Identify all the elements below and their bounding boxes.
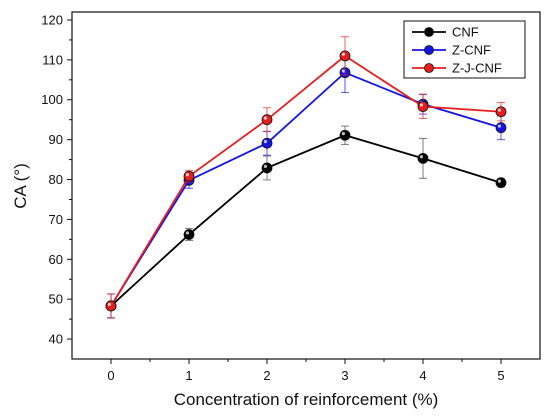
data-point-highlight [107,302,111,306]
data-point [339,50,351,62]
data-point-highlight [341,52,345,56]
y-tick-label: 40 [49,332,63,347]
data-point-highlight [497,124,501,128]
data-point [417,101,429,112]
legend: CNF Z-CNF Z-J-CNF [403,20,526,79]
y-axis: 40 50 60 70 80 90 100 110 120 [41,12,72,347]
legend-label: Z-CNF [452,43,491,58]
data-point [183,229,195,240]
x-tick-label: 5 [497,368,504,383]
data-point-highlight [497,179,501,183]
series-z-cnf [105,52,507,319]
data-point [495,106,507,118]
legend-label: Z-J-CNF [452,61,502,76]
data-point-highlight [263,140,267,144]
y-axis-title: CA (°) [11,163,30,209]
series-line [110,54,502,307]
legend-entry: Z-CNF [412,43,491,58]
data-point-highlight [263,116,267,120]
x-tick-label: 4 [419,368,426,383]
data-point-highlight [185,173,189,177]
data-point [261,162,273,174]
y-tick-label: 120 [41,12,63,27]
legend-entry: Z-J-CNF [412,61,502,76]
y-tick-label: 100 [41,92,63,107]
x-tick-label: 0 [107,368,114,383]
data-point [495,177,507,189]
y-tick-label: 90 [49,132,63,147]
x-axis: 0 1 2 3 4 5 [107,359,505,383]
series-line [110,134,502,307]
x-tick-label: 2 [263,368,270,383]
x-tick-label: 1 [185,368,192,383]
y-tick-label: 50 [49,292,63,307]
legend-entry: CNF [412,25,479,40]
data-point-highlight [497,108,501,112]
x-axis-title: Concentration of reinforcement (%) [174,390,439,409]
series-layer [105,36,507,319]
data-point-highlight [341,69,345,73]
legend-label: CNF [452,25,479,40]
legend-marker [424,27,434,37]
data-point-highlight [341,132,345,136]
y-tick-label: 110 [42,52,63,67]
y-tick-label: 80 [49,172,63,187]
data-point-highlight [263,164,267,168]
series-cnf [105,125,507,319]
legend-marker [424,45,434,55]
y-tick-label: 60 [49,252,63,267]
x-tick-label: 3 [341,368,348,383]
data-point [261,114,273,126]
data-point [339,129,351,141]
series-z-j-cnf [105,36,507,319]
y-tick-label: 70 [49,212,63,227]
legend-marker [424,63,434,73]
data-point [105,300,117,312]
data-point-highlight [419,155,423,159]
data-point [417,152,429,164]
data-point [495,122,507,134]
data-point-highlight [185,231,189,235]
data-point [261,137,273,149]
data-point-highlight [419,103,423,107]
data-point [183,170,195,182]
